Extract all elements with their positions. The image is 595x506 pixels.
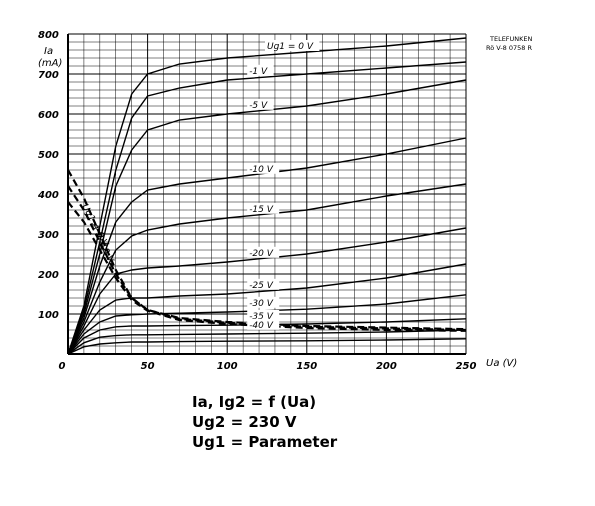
anode-curve	[67, 79, 467, 355]
anode-curve-label: -25 V	[249, 281, 274, 291]
anode-curve-label: -15 V	[249, 205, 274, 215]
characteristic-chart: Ug1 = 0 V -1 V -5 V -10 V -15 V -20 V -25 V -30…	[37, 30, 536, 372]
x-tick-label: 250	[456, 361, 477, 372]
anode-curve	[67, 294, 467, 355]
anode-curve-label: -20 V	[249, 249, 274, 259]
y-tick-label: 800	[38, 30, 59, 41]
formula-block: Ia, Ig2 = f (Ua) Ug2 = 230 V Ug1 = Param…	[192, 392, 337, 452]
anode-curve-label: -1 V	[249, 67, 268, 77]
y-axis-label: Ia	[44, 46, 53, 57]
anode-curve-label: -30 V	[249, 299, 274, 309]
anode-curve-labels: Ug1 = 0 V -1 V -5 V -10 V -15 V -20 V -25 V -30…	[247, 40, 320, 331]
anode-label-background	[247, 310, 280, 321]
x-tick-label: 200	[376, 361, 397, 372]
anode-curve	[67, 318, 467, 355]
stamp-line-2: Rö V-8 0758 R	[486, 44, 532, 52]
anode-curve-label: Ug1 = 0 V	[267, 42, 314, 52]
y-tick-label: 300	[38, 230, 59, 241]
anode-label-background	[247, 64, 274, 76]
x-tick-label: 150	[296, 361, 317, 372]
anode-label-background	[247, 296, 280, 308]
anode-curve	[67, 61, 467, 355]
formula-line-3: Ug1 = Parameter	[192, 433, 338, 451]
anode-label-background	[247, 278, 280, 290]
formula-line-2: Ug2 = 230 V	[192, 413, 297, 431]
anode-label-background	[265, 40, 320, 51]
stamp-line-1: TELEFUNKEN	[489, 35, 533, 43]
x-axis-label: Ua (V)	[486, 358, 517, 369]
anode-curve-label: -10 V	[249, 165, 274, 175]
tick-labels: 50 100 150 200 250 0 100 200 300 400 500 600 700 800	[37, 30, 476, 372]
stamp-background	[484, 32, 536, 52]
anode-curve-label: -5 V	[249, 101, 268, 111]
anode-curve	[67, 37, 467, 355]
anode-curve	[67, 183, 467, 355]
screen-grid-curve	[67, 169, 467, 331]
y-tick-label: 200	[38, 270, 59, 281]
y-axis-unit-label: (mA)	[38, 58, 62, 69]
axes	[67, 34, 466, 355]
anode-curve	[67, 329, 467, 355]
anode-label-background	[247, 162, 280, 174]
y-tick-label: 700	[38, 70, 59, 81]
anode-curve	[67, 263, 467, 355]
anode-label-background	[247, 98, 274, 110]
formula-line-1: Ia, Ig2 = f (Ua)	[192, 393, 317, 411]
screen-grid-curve	[67, 201, 467, 332]
x-tick-label-zero: 0	[59, 361, 66, 372]
anode-label-background	[247, 318, 280, 330]
anode-curve	[67, 137, 467, 355]
anode-curve-label: -35 V	[249, 312, 274, 322]
anode-label-background	[247, 246, 280, 258]
anode-curve	[67, 227, 467, 355]
y-tick-label: 600	[38, 110, 59, 121]
anode-current-curves	[67, 37, 467, 355]
x-tick-label: 100	[217, 361, 238, 372]
x-tick-label: 50	[141, 361, 155, 372]
anode-curve-label: -40 V	[249, 321, 274, 331]
y-tick-label: 400	[37, 190, 59, 201]
y-tick-label: 100	[38, 310, 59, 321]
anode-label-background	[247, 202, 280, 214]
anode-curve	[67, 338, 467, 355]
screen-grid-current-curves	[67, 169, 467, 332]
y-tick-label: 500	[38, 150, 59, 161]
